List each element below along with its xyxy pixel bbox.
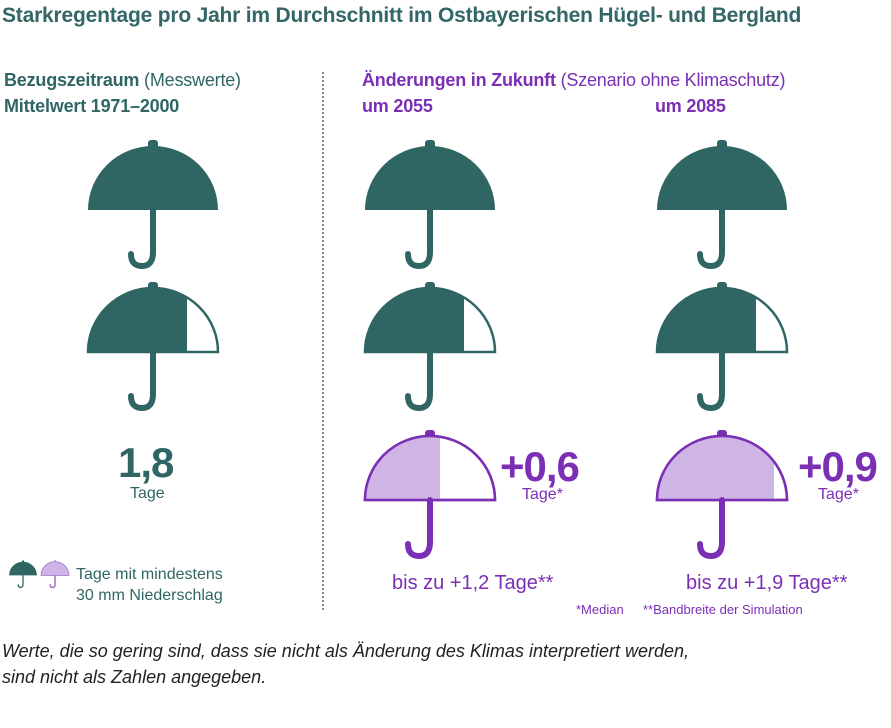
change-range-2085: bis zu +1,9 Tage** — [686, 572, 848, 594]
reference-heading: Bezugszeitraum (Messwerte) — [4, 70, 241, 91]
umbrella-icon — [86, 282, 220, 412]
period-label-2055: um 2055 — [362, 96, 433, 116]
column-divider — [322, 72, 324, 610]
change-value-2085: +0,9 — [798, 443, 878, 490]
change-value-2055: +0,6 — [500, 443, 580, 490]
umbrella-icon — [363, 282, 497, 412]
umbrella-icon — [655, 430, 789, 560]
reference-heading-note: (Messwerte) — [144, 70, 241, 90]
umbrella-icon — [655, 282, 789, 412]
change-unit-2055: Tage* — [522, 486, 563, 503]
future-heading-bold: Änderungen in Zukunft — [362, 70, 556, 90]
reference-unit: Tage — [130, 485, 165, 502]
reference-heading-bold: Bezugszeitraum — [4, 70, 140, 90]
footer-line-2: sind nicht als Zahlen angegeben. — [2, 667, 267, 687]
footer-note: Werte, die so gering sind, dass sie nich… — [2, 638, 882, 690]
page-title: Starkregentage pro Jahr im Durchschnitt … — [2, 4, 802, 27]
reference-subheading: Mittelwert 1971–2000 — [4, 96, 180, 116]
change-range-2055: bis zu +1,2 Tage** — [392, 572, 554, 594]
legend-line-1: Tage mit mindestens — [76, 566, 223, 583]
period-label-2085: um 2085 — [655, 96, 726, 116]
umbrella-icon — [363, 430, 497, 560]
footer-line-1: Werte, die so gering sind, dass sie nich… — [2, 641, 690, 661]
umbrella-icon — [360, 138, 500, 278]
umbrella-icon — [652, 138, 792, 278]
median-note: *Median — [576, 602, 624, 617]
change-unit-2085: Tage* — [818, 486, 859, 503]
future-heading: Änderungen in Zukunft (Szenario ohne Kli… — [362, 70, 786, 91]
future-heading-note: (Szenario ohne Klimaschutz) — [560, 70, 786, 90]
legend-line-2: 30 mm Niederschlag — [76, 587, 223, 604]
reference-value: 1,8 — [118, 439, 174, 486]
bandwidth-note: **Bandbreite der Simulation — [643, 602, 803, 617]
umbrella-icon — [40, 560, 70, 589]
umbrella-icon — [83, 138, 223, 278]
umbrella-icon — [8, 560, 38, 590]
